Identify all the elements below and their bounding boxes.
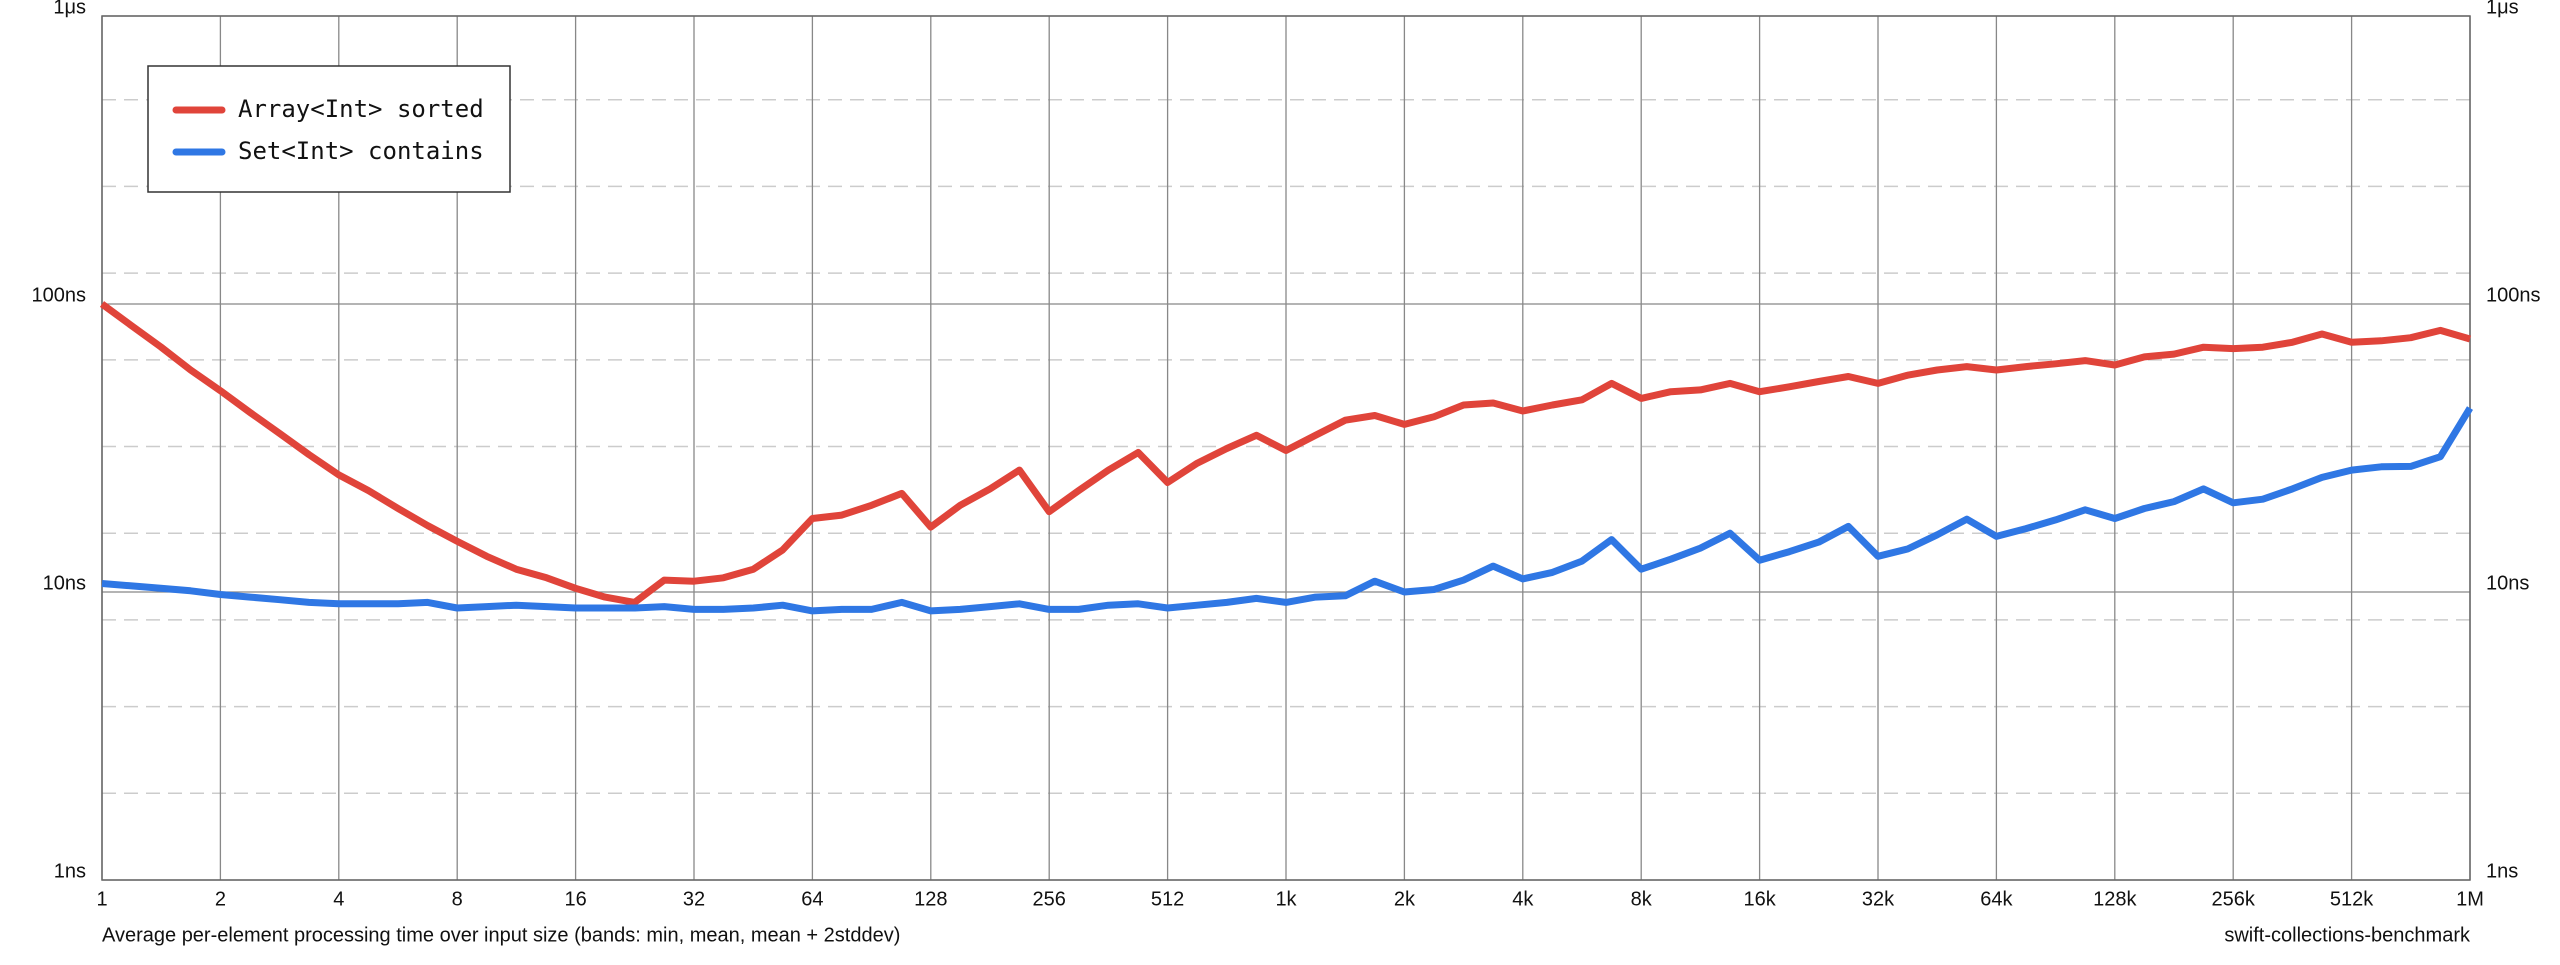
x-tick-label: 256k — [2212, 888, 2256, 910]
x-tick-label: 128k — [2093, 888, 2137, 910]
legend-label: Set<Int> contains — [238, 137, 484, 165]
footer: swift-collections-benchmark — [2224, 924, 2471, 946]
x-tick-label: 16k — [1743, 888, 1776, 910]
legend: Array<Int> sorted Set<Int> contains — [147, 65, 511, 193]
x-tick-label: 1 — [96, 888, 107, 910]
x-tick-label: 512 — [1151, 888, 1184, 910]
x-tick-label: 64 — [801, 888, 823, 910]
x-tick-label: 4 — [333, 888, 344, 910]
y-tick-label: 1ns — [54, 860, 86, 882]
y-tick-label-right: 1ns — [2486, 860, 2518, 882]
x-tick-label: 32 — [683, 888, 705, 910]
plot-frame — [101, 15, 2471, 881]
x-tick-label: 64k — [1980, 888, 2013, 910]
x-tick-label: 128 — [914, 888, 947, 910]
y-tick-label-right: 1μs — [2486, 0, 2519, 18]
x-tick-label: 2k — [1394, 888, 1416, 910]
x-tick-label: 256 — [1033, 888, 1066, 910]
x-tick-label: 8 — [452, 888, 463, 910]
x-tick-label: 16 — [564, 888, 586, 910]
series-line — [101, 406, 2473, 615]
x-tick-label: 2 — [215, 888, 226, 910]
y-tick-label: 10ns — [43, 572, 86, 594]
series-line — [99, 301, 2471, 606]
y-tick-label-right: 100ns — [2486, 284, 2541, 306]
legend-label: Array<Int> sorted — [238, 95, 484, 123]
caption: Average per-element processing time over… — [102, 924, 900, 946]
x-tick-label: 1M — [2456, 888, 2484, 910]
x-tick-label: 4k — [1512, 888, 1534, 910]
y-tick-label: 1μs — [53, 0, 86, 18]
x-tick-label: 1k — [1275, 888, 1297, 910]
x-tick-label: 512k — [2330, 888, 2374, 910]
y-tick-label-right: 10ns — [2486, 572, 2529, 594]
y-tick-label: 100ns — [32, 284, 87, 306]
x-tick-label: 8k — [1631, 888, 1653, 910]
x-tick-label: 32k — [1862, 888, 1895, 910]
legend-box — [147, 65, 511, 193]
